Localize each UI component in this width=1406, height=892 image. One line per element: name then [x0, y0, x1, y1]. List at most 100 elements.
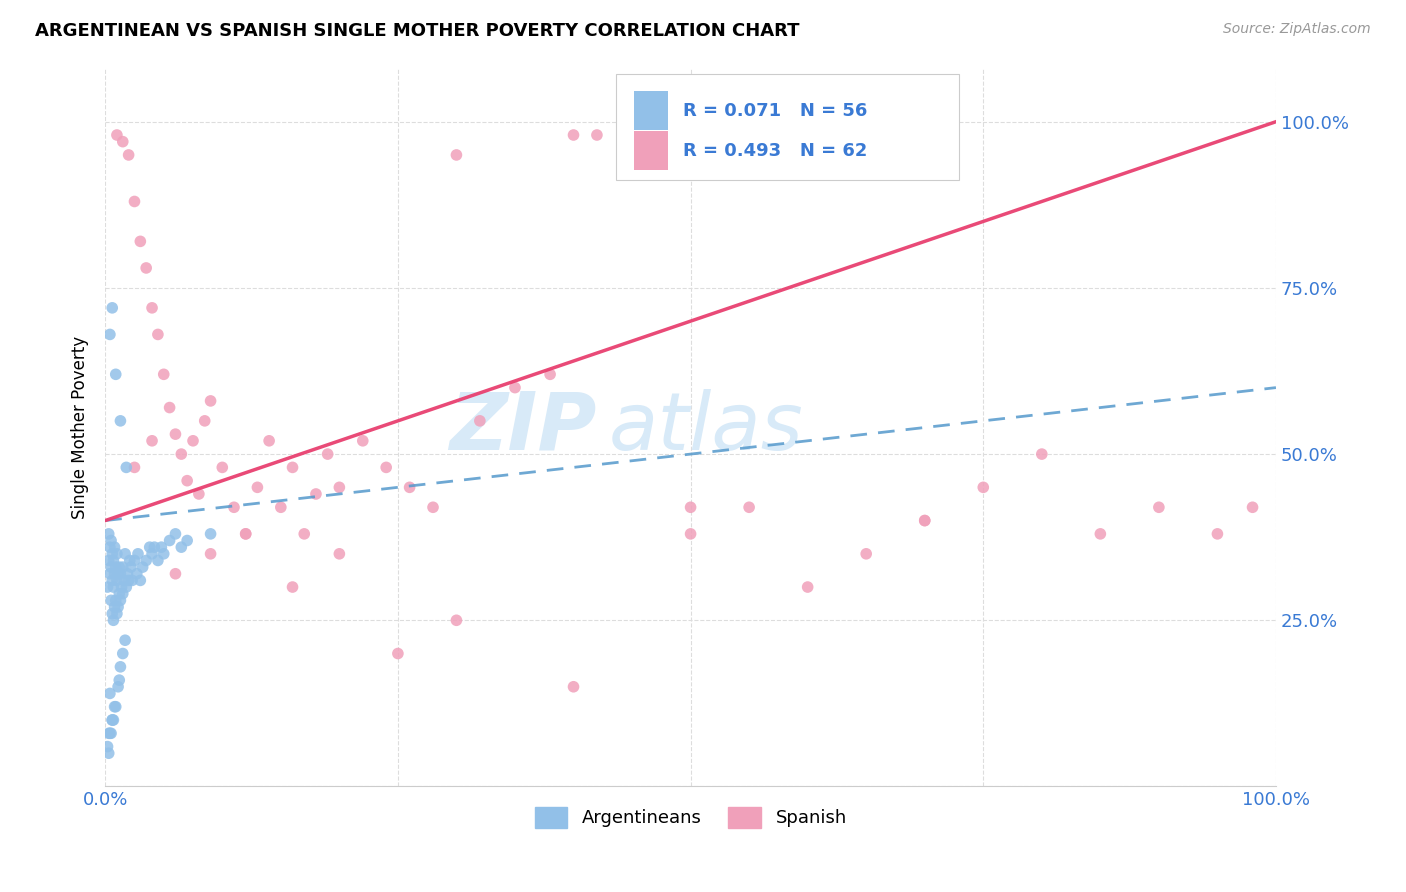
Point	[146, 553, 169, 567]
Point	[586, 128, 609, 142]
Point	[103, 553, 125, 567]
Point	[292, 527, 315, 541]
Point	[114, 633, 136, 648]
Legend: Argentineans, Spanish: Argentineans, Spanish	[527, 799, 853, 835]
Point	[103, 613, 125, 627]
Point	[103, 540, 125, 554]
Point	[117, 574, 139, 588]
Point	[1147, 500, 1170, 515]
Point	[538, 368, 561, 382]
Point	[121, 574, 143, 588]
Point	[181, 434, 204, 448]
Point	[141, 547, 163, 561]
Point	[110, 580, 132, 594]
Point	[176, 474, 198, 488]
Point	[141, 301, 163, 315]
Point	[98, 540, 121, 554]
Text: R = 0.493   N = 62: R = 0.493 N = 62	[683, 142, 868, 160]
Point	[100, 533, 122, 548]
Point	[114, 547, 136, 561]
Point	[129, 235, 152, 249]
Point	[679, 527, 702, 541]
Point	[328, 480, 350, 494]
Point	[422, 500, 444, 515]
Point	[105, 574, 128, 588]
Point	[562, 680, 585, 694]
Point	[104, 368, 127, 382]
Point	[118, 553, 141, 567]
Point	[103, 699, 125, 714]
Point	[855, 547, 877, 561]
Point	[135, 553, 157, 567]
Point	[194, 414, 217, 428]
Point	[101, 713, 124, 727]
Point	[103, 566, 125, 581]
Point	[796, 580, 818, 594]
Point	[200, 547, 222, 561]
Point	[235, 527, 257, 541]
Point	[1031, 447, 1053, 461]
Point	[100, 560, 122, 574]
Point	[176, 533, 198, 548]
Point	[115, 580, 138, 594]
Point	[152, 368, 174, 382]
Point	[135, 260, 157, 275]
Point	[110, 566, 132, 581]
Point	[98, 566, 121, 581]
Text: R = 0.071   N = 56: R = 0.071 N = 56	[683, 102, 868, 120]
Point	[97, 553, 120, 567]
Point	[98, 327, 121, 342]
Point	[235, 527, 257, 541]
Point	[97, 726, 120, 740]
Point	[97, 746, 120, 760]
Y-axis label: Single Mother Poverty: Single Mother Poverty	[72, 336, 89, 519]
Point	[146, 327, 169, 342]
Point	[679, 500, 702, 515]
Text: Source: ZipAtlas.com: Source: ZipAtlas.com	[1223, 22, 1371, 37]
Point	[117, 148, 139, 162]
Point	[124, 553, 146, 567]
Point	[120, 560, 142, 574]
Point	[125, 566, 148, 581]
Point	[108, 673, 131, 687]
Point	[111, 560, 134, 574]
Point	[127, 547, 149, 561]
Point	[150, 540, 173, 554]
Point	[738, 500, 761, 515]
Point	[152, 547, 174, 561]
Point	[105, 128, 128, 142]
Point	[97, 527, 120, 541]
Point	[100, 593, 122, 607]
Point	[375, 460, 398, 475]
Point	[101, 574, 124, 588]
Point	[96, 580, 118, 594]
Point	[281, 580, 304, 594]
Point	[105, 607, 128, 621]
Point	[112, 574, 135, 588]
Point	[562, 128, 585, 142]
Point	[131, 560, 153, 574]
Point	[503, 381, 526, 395]
Point	[101, 301, 124, 315]
Text: ZIP: ZIP	[450, 389, 598, 467]
Point	[101, 547, 124, 561]
Point	[103, 599, 125, 614]
Point	[446, 613, 468, 627]
Point	[468, 414, 491, 428]
Point	[1241, 500, 1264, 515]
Point	[165, 527, 187, 541]
Point	[101, 713, 124, 727]
Point	[141, 434, 163, 448]
Point	[96, 739, 118, 754]
Point	[165, 566, 187, 581]
Point	[621, 128, 644, 142]
Point	[914, 514, 936, 528]
Point	[398, 480, 420, 494]
Text: ARGENTINEAN VS SPANISH SINGLE MOTHER POVERTY CORRELATION CHART: ARGENTINEAN VS SPANISH SINGLE MOTHER POV…	[35, 22, 800, 40]
Point	[115, 460, 138, 475]
Point	[305, 487, 328, 501]
Point	[143, 540, 166, 554]
Point	[104, 699, 127, 714]
Point	[138, 540, 160, 554]
Point	[211, 460, 233, 475]
